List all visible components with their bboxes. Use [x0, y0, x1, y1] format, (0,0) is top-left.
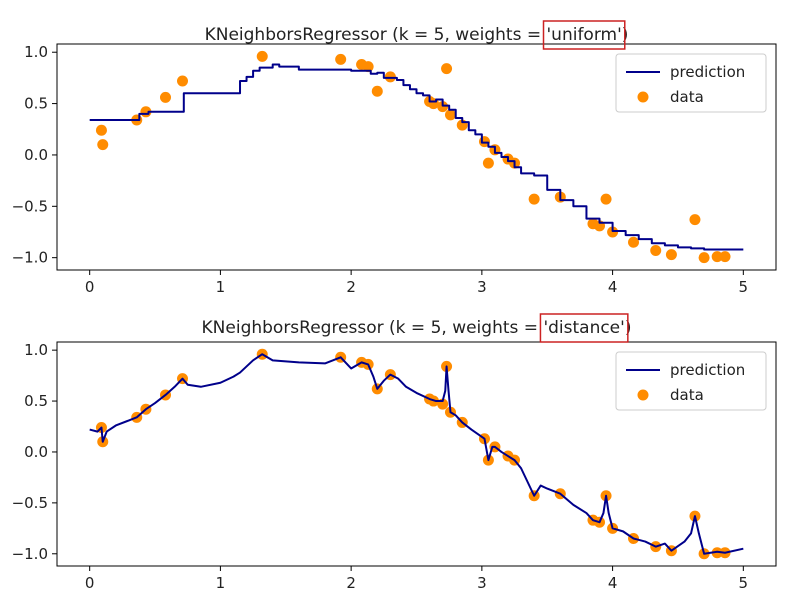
x-tick-label: 2 — [346, 278, 356, 296]
data-point — [482, 157, 494, 169]
data-point — [698, 252, 710, 264]
data-point — [335, 53, 347, 65]
data-point — [628, 236, 640, 248]
chart-panel-2: 0 1 2 3 4 5 1.0 0.5 0.0 −0.5 −1.0 KNeighborsRegress… — [12, 313, 777, 592]
chart-title: KNeighborsRegressor (k = 5, weights = 'u… — [205, 25, 629, 45]
x-tick-label: 3 — [477, 278, 487, 296]
data-point — [689, 214, 701, 226]
data-point — [528, 193, 540, 205]
chart-panel-1: 0 1 2 3 4 5 1.0 0.5 0.0 −0.5 −1.0 KNeighborsRegress… — [12, 20, 777, 296]
legend-label-data: data — [670, 386, 704, 404]
data-point — [437, 101, 449, 113]
y-tick-label: 1.0 — [24, 43, 48, 61]
data-point — [607, 226, 619, 238]
chart-title-prefix: KNeighborsRegressor (k = 5, weights = — [205, 25, 547, 45]
prediction-line — [89, 353, 744, 555]
data-point — [665, 249, 677, 261]
x-tick-label: 5 — [739, 574, 749, 592]
data-point — [711, 251, 723, 263]
y-tick-label: −1.0 — [12, 249, 48, 267]
data-point — [256, 50, 268, 62]
chart-title: KNeighborsRegressor (k = 5, weights = 'd… — [202, 318, 632, 338]
y-tick-label: 0.5 — [24, 392, 48, 410]
legend: prediction data — [615, 53, 767, 113]
y-tick-label: −0.5 — [12, 494, 48, 512]
data-point — [371, 85, 383, 97]
legend-label-prediction: prediction — [670, 63, 745, 81]
x-tick-label: 4 — [608, 574, 618, 592]
legend: prediction data — [615, 351, 767, 411]
legend-point-swatch — [637, 91, 649, 103]
legend-box — [615, 351, 767, 411]
title-highlight-box — [542, 20, 626, 50]
x-tick-label: 2 — [346, 574, 356, 592]
data-point — [95, 124, 107, 136]
x-tick-label: 1 — [216, 574, 226, 592]
y-tick-label: −0.5 — [12, 197, 48, 215]
y-tick-label: 1.0 — [24, 341, 48, 359]
legend-label-data: data — [670, 88, 704, 106]
y-tick-label: 0.0 — [24, 146, 48, 164]
data-point — [384, 71, 396, 83]
data-point — [362, 61, 374, 73]
x-tick-label: 0 — [85, 278, 95, 296]
data-point — [176, 75, 188, 87]
data-point — [600, 193, 612, 205]
legend-box — [615, 53, 767, 113]
x-tick-label: 0 — [85, 574, 95, 592]
y-tick-label: 0.0 — [24, 443, 48, 461]
data-point — [650, 244, 662, 256]
chart-title-prefix: KNeighborsRegressor (k = 5, weights = — [202, 318, 544, 338]
data-point — [711, 547, 723, 559]
data-point — [441, 63, 453, 75]
prediction-line — [89, 63, 744, 251]
chart-title-highlight: 'uniform' — [547, 25, 622, 45]
x-tick-label: 4 — [608, 278, 618, 296]
y-tick-label: 0.5 — [24, 95, 48, 113]
x-tick-label: 5 — [739, 278, 749, 296]
data-point — [719, 251, 731, 263]
x-tick-label: 3 — [477, 574, 487, 592]
data-point — [160, 91, 172, 103]
y-tick-label: −1.0 — [12, 545, 48, 563]
title-highlight-box — [539, 313, 629, 343]
legend-label-prediction: prediction — [670, 361, 745, 379]
x-tick-label: 1 — [216, 278, 226, 296]
data-point — [97, 139, 109, 151]
chart-title-highlight: 'distance' — [543, 318, 624, 338]
legend-point-swatch — [637, 389, 649, 401]
data-point — [444, 109, 456, 121]
